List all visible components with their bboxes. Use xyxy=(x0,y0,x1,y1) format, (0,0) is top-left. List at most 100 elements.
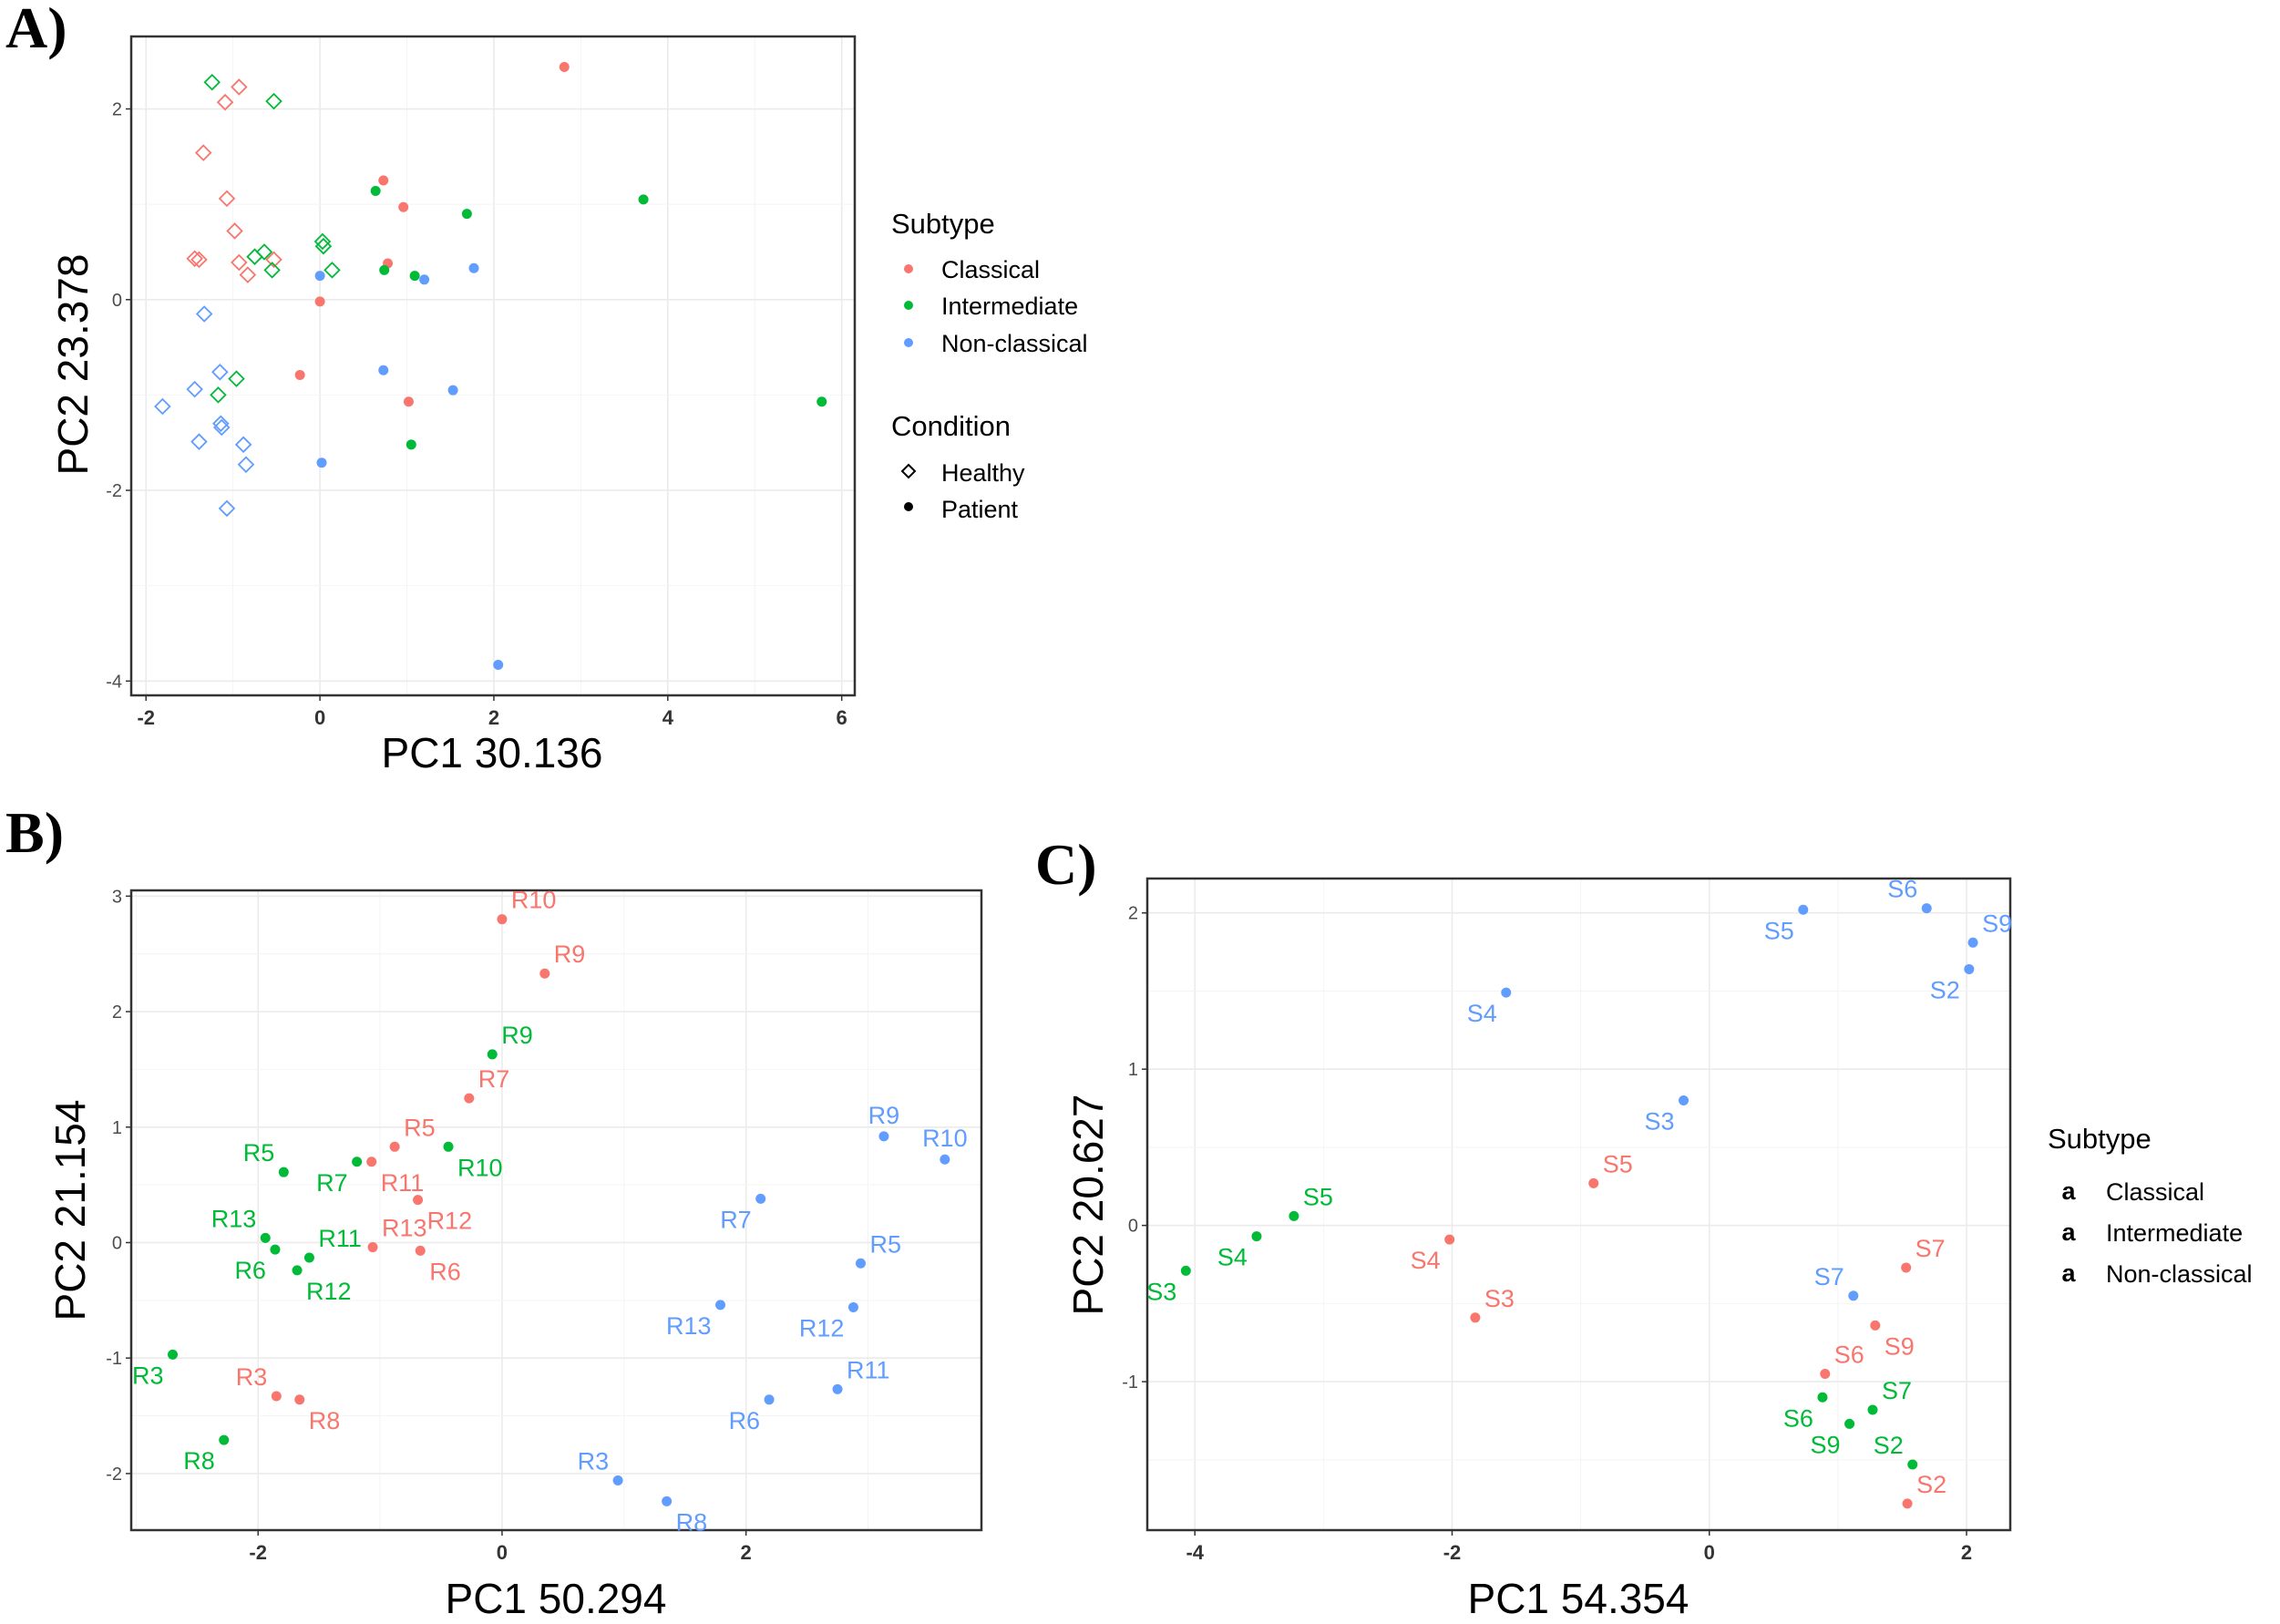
point-healthy-classical xyxy=(231,78,248,96)
point-label: R13 xyxy=(382,1215,427,1242)
point-non-classical xyxy=(715,1300,726,1311)
point-label: R7 xyxy=(316,1169,348,1197)
x-tick-label: -2 xyxy=(249,1541,267,1564)
point-classical xyxy=(366,1156,377,1167)
panel-a-y-title: PC2 23.378 xyxy=(49,254,97,476)
point-label: R9 xyxy=(554,940,586,968)
point-label: R5 xyxy=(869,1230,901,1258)
legend-key-non-classical: a xyxy=(2061,1259,2076,1287)
point-label: S9 xyxy=(1982,910,2012,937)
panel-b-x-title: PC1 50.294 xyxy=(446,1575,667,1622)
point-label: R13 xyxy=(211,1205,257,1232)
legend-key-classical xyxy=(904,264,913,273)
point-intermediate xyxy=(168,1349,179,1360)
point-classical xyxy=(539,968,550,979)
legend-item-intermediate: Intermediate xyxy=(2106,1219,2243,1247)
point-label: S5 xyxy=(1764,917,1794,944)
point-label: R9 xyxy=(501,1022,533,1049)
point-healthy-non-classical xyxy=(211,364,229,381)
point-label: R9 xyxy=(868,1102,900,1129)
point-classical xyxy=(294,369,305,380)
point-label: R6 xyxy=(429,1258,461,1285)
point-label: S6 xyxy=(1834,1341,1864,1369)
point-intermediate xyxy=(1907,1459,1918,1470)
point-label: S2 xyxy=(1874,1432,1904,1459)
x-tick-label: 2 xyxy=(1961,1541,1972,1564)
legend-item-non-classical: Non-classical xyxy=(941,330,1088,357)
point-healthy-non-classical xyxy=(154,397,171,416)
point-intermediate xyxy=(1289,1210,1299,1221)
point-label: S7 xyxy=(1915,1235,1946,1262)
point-classical xyxy=(1470,1312,1481,1323)
plot-panel-border xyxy=(129,35,857,697)
point-intermediate xyxy=(461,209,472,220)
panel-c-legend: Subtype a Classical a Intermediate a Non… xyxy=(2048,1123,2253,1288)
point-classical xyxy=(497,914,508,925)
point-non-classical xyxy=(832,1383,843,1394)
legend-key-non-classical xyxy=(904,338,913,347)
point-classical xyxy=(415,1245,426,1256)
point-healthy-intermediate xyxy=(313,232,332,251)
point-non-classical xyxy=(755,1193,766,1204)
point-non-classical xyxy=(1501,987,1512,998)
point-label: R3 xyxy=(132,1362,164,1389)
y-tick-label: -1 xyxy=(1122,1372,1138,1393)
point-label: S6 xyxy=(1783,1404,1813,1432)
point-healthy-classical xyxy=(216,93,234,111)
point-intermediate xyxy=(1867,1404,1878,1415)
y-tick-label: 1 xyxy=(112,1118,122,1138)
point-non-classical xyxy=(316,457,327,468)
x-tick-label: 4 xyxy=(662,706,674,729)
point-intermediate xyxy=(303,1252,314,1263)
point-label: R8 xyxy=(676,1508,708,1536)
point-non-classical xyxy=(1848,1290,1859,1301)
point-label: S5 xyxy=(1303,1183,1333,1210)
panel-b-label: B) xyxy=(5,800,64,865)
point-label: S2 xyxy=(1930,976,1960,1003)
x-tick-label: -2 xyxy=(137,706,155,729)
point-intermediate xyxy=(638,194,649,205)
point-label: S7 xyxy=(1882,1377,1912,1404)
point-healthy-non-classical xyxy=(234,436,252,454)
point-non-classical xyxy=(447,385,458,396)
point-non-classical xyxy=(612,1475,623,1486)
legend-key-classical: a xyxy=(2061,1177,2076,1205)
point-label: R8 xyxy=(183,1447,215,1475)
point-label: R7 xyxy=(720,1206,752,1233)
point-label: R12 xyxy=(427,1208,473,1235)
point-intermediate xyxy=(1180,1265,1191,1276)
point-label: R10 xyxy=(457,1154,503,1181)
panel-c-x-title: PC1 54.354 xyxy=(1468,1575,1689,1622)
point-healthy-intermediate xyxy=(203,73,221,91)
x-tick-label: -4 xyxy=(1186,1541,1204,1564)
point-label: S9 xyxy=(1885,1332,1915,1360)
point-classical xyxy=(398,201,409,212)
panel-c-label: C) xyxy=(1035,832,1097,897)
point-classical xyxy=(1902,1498,1913,1509)
point-intermediate xyxy=(409,271,420,282)
point-label: R11 xyxy=(318,1225,362,1252)
point-non-classical xyxy=(878,1131,889,1142)
point-label: S3 xyxy=(1484,1285,1515,1312)
point-classical xyxy=(378,175,389,186)
point-healthy-classical xyxy=(190,251,208,269)
point-classical xyxy=(1588,1177,1599,1188)
y-tick-label: 0 xyxy=(1128,1217,1138,1237)
point-non-classical xyxy=(855,1258,866,1269)
point-label: S7 xyxy=(1814,1263,1844,1290)
point-intermediate xyxy=(219,1434,230,1445)
point-healthy-intermediate xyxy=(228,370,245,387)
point-non-classical xyxy=(493,660,504,671)
point-healthy-classical xyxy=(239,266,257,283)
point-label: R12 xyxy=(306,1278,352,1305)
point-non-classical xyxy=(1921,903,1932,914)
point-intermediate xyxy=(270,1244,281,1255)
panel-c-y-title: PC2 20.627 xyxy=(1064,1095,1112,1316)
y-tick-label: 3 xyxy=(112,887,122,907)
point-non-classical xyxy=(314,271,325,282)
point-classical xyxy=(389,1141,400,1152)
point-non-classical xyxy=(940,1154,950,1165)
legend-item-classical: Classical xyxy=(2106,1178,2204,1206)
point-classical xyxy=(294,1394,305,1405)
